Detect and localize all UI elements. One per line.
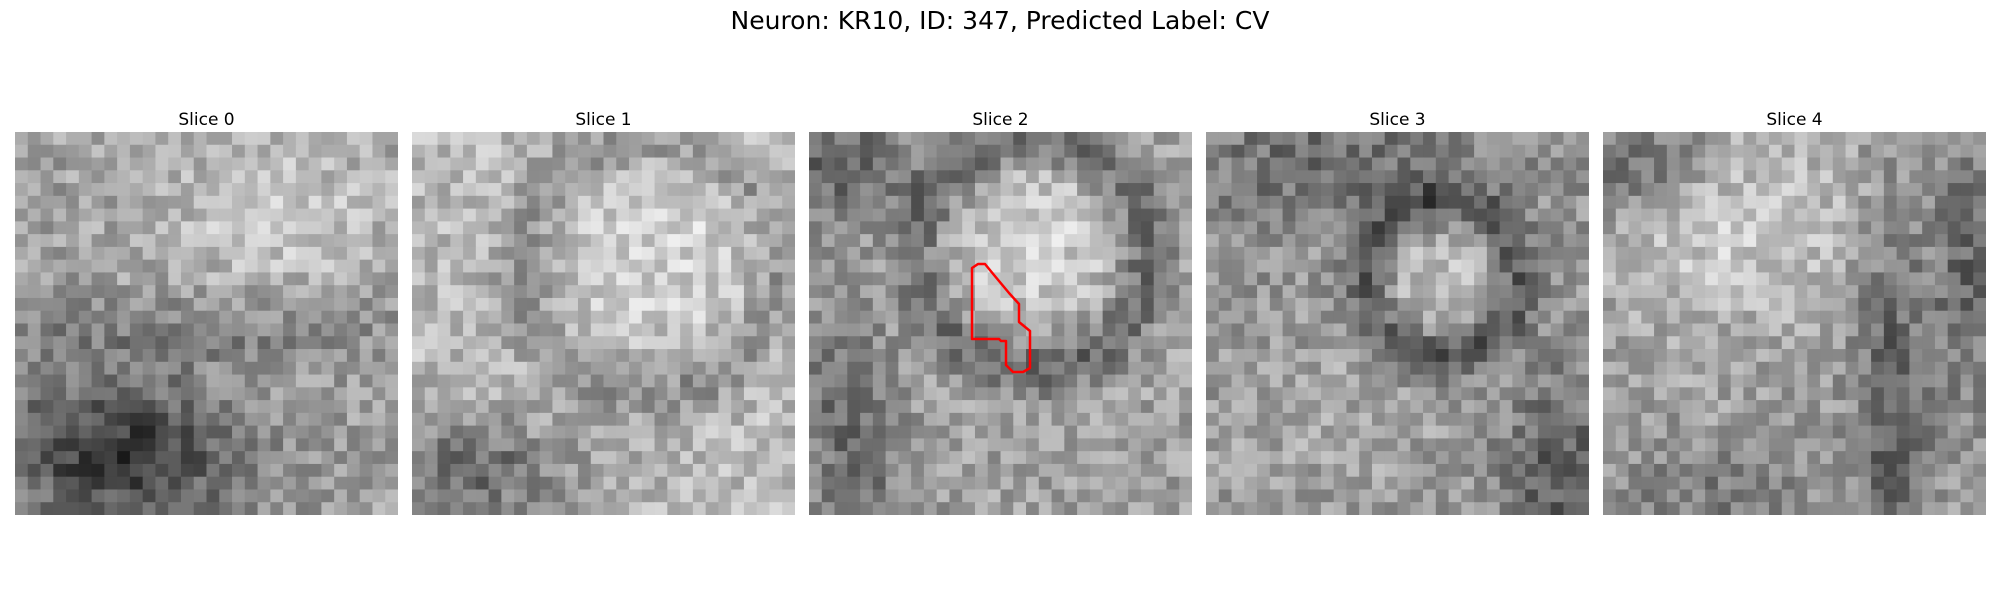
slice-image (412, 132, 795, 515)
slice-title: Slice 4 (1766, 110, 1823, 130)
slice-image (1206, 132, 1589, 515)
slice-title: Slice 3 (1369, 110, 1426, 130)
slice-image (1603, 132, 1986, 515)
figure-title: Neuron: KR10, ID: 347, Predicted Label: … (730, 6, 1270, 35)
roi-contour (970, 262, 1032, 374)
slice-title: Slice 1 (575, 110, 632, 130)
slice-panel-2: Slice 2 (809, 108, 1192, 515)
slice-panel-3: Slice 3 (1206, 108, 1589, 515)
slice-panel-4: Slice 4 (1603, 108, 1986, 515)
slice-title: Slice 2 (972, 110, 1029, 130)
slice-image (809, 132, 1192, 515)
slice-panel-0: Slice 0 (15, 108, 398, 515)
slice-panel-1: Slice 1 (412, 108, 795, 515)
slice-title: Slice 0 (178, 110, 235, 130)
slice-image (15, 132, 398, 515)
